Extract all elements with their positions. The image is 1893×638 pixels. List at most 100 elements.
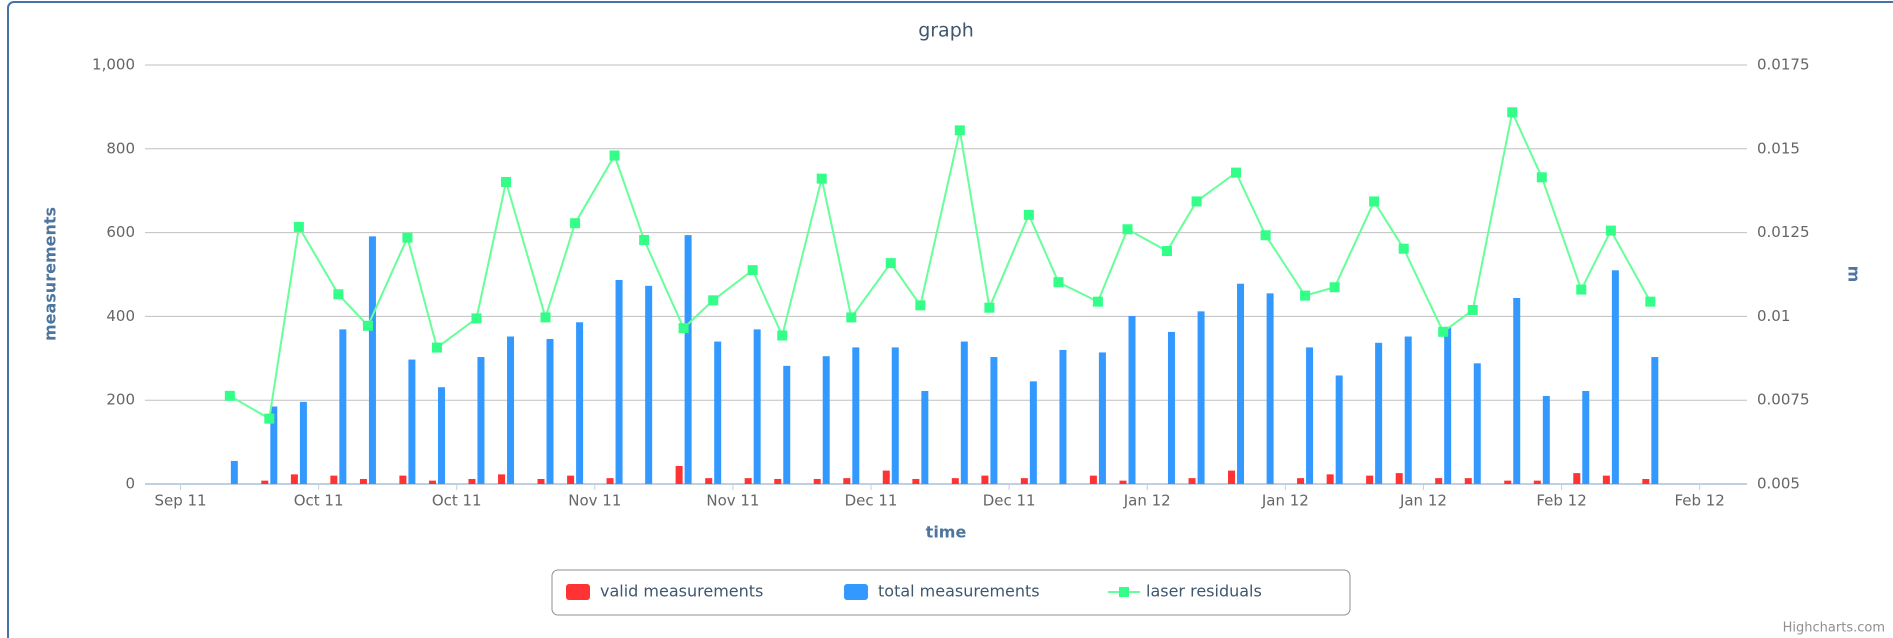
- point-marker: [678, 323, 689, 334]
- bar: [1582, 390, 1590, 484]
- x-tick-label: Jan 12: [1399, 492, 1447, 510]
- point-marker: [1191, 196, 1202, 207]
- bar: [1651, 357, 1659, 484]
- bar: [1029, 381, 1037, 484]
- bar: [843, 478, 851, 484]
- bar: [990, 357, 998, 484]
- bar: [1020, 478, 1028, 484]
- bar: [428, 480, 436, 484]
- y-tick-label: 1,000: [92, 56, 135, 74]
- bar: [1297, 478, 1305, 484]
- y-tick-label: 200: [106, 391, 135, 409]
- point-marker: [1605, 225, 1616, 236]
- y2-axis-title: m: [1845, 266, 1864, 283]
- bar: [477, 357, 485, 484]
- point-marker: [362, 320, 373, 331]
- legend-label[interactable]: total measurements: [878, 582, 1040, 601]
- bar: [852, 347, 860, 484]
- x-tick-label: Nov 11: [706, 492, 759, 510]
- point-marker: [1398, 243, 1409, 254]
- bar: [368, 236, 376, 484]
- x-tick-label: Oct 11: [432, 492, 482, 510]
- y-tick-label: 0: [125, 475, 135, 493]
- bar: [1128, 315, 1136, 484]
- bar: [1059, 349, 1067, 484]
- point-marker: [402, 232, 413, 243]
- bar: [261, 480, 269, 484]
- y2-tick-label: 0.015: [1757, 139, 1800, 157]
- bar: [1228, 470, 1236, 484]
- bar: [1335, 375, 1343, 484]
- bar: [507, 336, 515, 484]
- bar: [1119, 480, 1127, 484]
- x-tick-label: Nov 11: [568, 492, 621, 510]
- x-tick-label: Dec 11: [845, 492, 898, 510]
- bar: [1435, 478, 1443, 484]
- point-marker: [501, 176, 512, 187]
- bar: [1188, 478, 1196, 484]
- y2-tick-label: 0.0075: [1757, 391, 1810, 409]
- bar: [498, 474, 506, 484]
- bar: [408, 359, 416, 484]
- y-axis-title: measurements: [41, 207, 60, 341]
- bar: [1504, 480, 1512, 484]
- legend-label[interactable]: valid measurements: [600, 582, 763, 601]
- legend-box: [551, 569, 1351, 616]
- credits[interactable]: Highcharts.com: [1783, 621, 1885, 636]
- bar: [1326, 474, 1334, 484]
- legend-label[interactable]: laser residuals: [1146, 582, 1262, 601]
- bar: [299, 401, 307, 484]
- bar: [753, 329, 761, 484]
- y-tick-label: 600: [106, 223, 135, 241]
- bar: [813, 478, 821, 484]
- y2-tick-label: 0.0175: [1757, 56, 1810, 74]
- bar: [1098, 352, 1106, 484]
- bar: [1366, 475, 1374, 484]
- bar: [1404, 336, 1412, 484]
- bar: [576, 322, 584, 484]
- point-marker: [915, 300, 926, 311]
- bar: [339, 329, 347, 484]
- point-marker: [1092, 296, 1103, 307]
- point-marker: [777, 330, 788, 341]
- x-tick-label: Sep 11: [154, 492, 206, 510]
- bar: [675, 465, 683, 484]
- bar: [882, 470, 890, 484]
- bar: [290, 474, 298, 484]
- bar: [437, 387, 445, 484]
- bar: [822, 356, 830, 484]
- point-marker: [1329, 282, 1340, 293]
- point-marker: [639, 234, 650, 245]
- point-marker: [984, 302, 995, 313]
- y-tick-label: 400: [106, 307, 135, 325]
- x-tick-label: Oct 11: [294, 492, 344, 510]
- chart-title: graph: [918, 20, 974, 42]
- point-marker: [1053, 277, 1064, 288]
- y2-tick-label: 0.005: [1757, 475, 1800, 493]
- point-marker: [846, 312, 857, 323]
- point-marker: [1161, 246, 1172, 257]
- bar: [1197, 311, 1205, 484]
- y2-tick-label: 0.01: [1757, 307, 1790, 325]
- bar: [1444, 326, 1452, 484]
- bar: [1237, 283, 1245, 484]
- point-marker: [1536, 172, 1547, 183]
- x-tick-label: Feb 12: [1674, 492, 1724, 510]
- bar: [705, 478, 713, 484]
- point-marker: [609, 150, 620, 161]
- point-marker: [1231, 167, 1242, 178]
- bar: [774, 478, 782, 484]
- point-marker: [708, 295, 719, 306]
- point-marker: [954, 125, 965, 136]
- bar: [546, 339, 554, 484]
- bar: [783, 365, 791, 484]
- y-tick-label: 800: [106, 139, 135, 157]
- point-marker: [1023, 209, 1034, 220]
- bar: [891, 347, 899, 484]
- bar: [1642, 478, 1650, 484]
- bar: [1089, 475, 1097, 484]
- legend-symbol: [566, 584, 590, 600]
- bar: [1573, 473, 1581, 484]
- bar: [1395, 473, 1403, 484]
